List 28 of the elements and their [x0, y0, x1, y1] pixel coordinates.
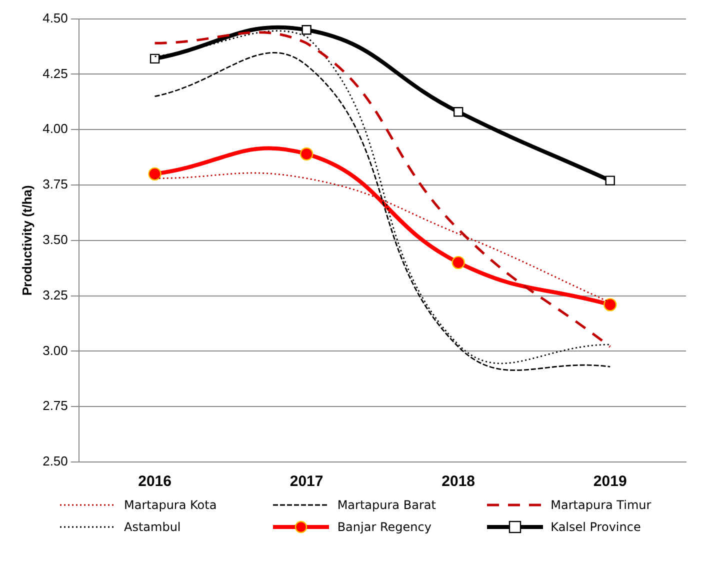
y-tick-label: 2.75: [42, 398, 68, 414]
point: [148, 167, 162, 181]
x-tick-label: 2018: [442, 473, 476, 490]
point: [150, 54, 160, 64]
x-tick-label: 2017: [290, 473, 324, 490]
x-tick-label: 2019: [593, 473, 627, 490]
y-tick-label: 2.50: [42, 454, 68, 469]
point: [300, 147, 314, 161]
legend-label: Martapura Kota: [124, 498, 217, 512]
y-tick-label: 4.00: [42, 121, 68, 136]
point: [452, 256, 465, 270]
legend-label: Martapura Timur: [550, 498, 652, 512]
y-tick-label: 3.75: [42, 176, 68, 192]
y-tick-label: 4.50: [42, 10, 68, 26]
y-axis-title: Productivity (t/ha): [19, 185, 34, 296]
point: [605, 176, 615, 186]
y-tick-label: 3.50: [42, 232, 68, 247]
legend-label: Martapura Barat: [337, 498, 436, 512]
point: [453, 107, 464, 117]
legend-label: Astambul: [124, 520, 181, 534]
point: [604, 298, 617, 312]
point: [302, 25, 312, 35]
y-tick-label: 3.00: [42, 342, 68, 358]
y-tick-label: 3.25: [42, 287, 68, 302]
legend-label: Kalsel Province: [550, 520, 641, 534]
legend-label: Banjar Regency: [337, 520, 432, 534]
y-tick-label: 4.25: [42, 66, 68, 81]
x-tick-label: 2016: [138, 473, 172, 490]
